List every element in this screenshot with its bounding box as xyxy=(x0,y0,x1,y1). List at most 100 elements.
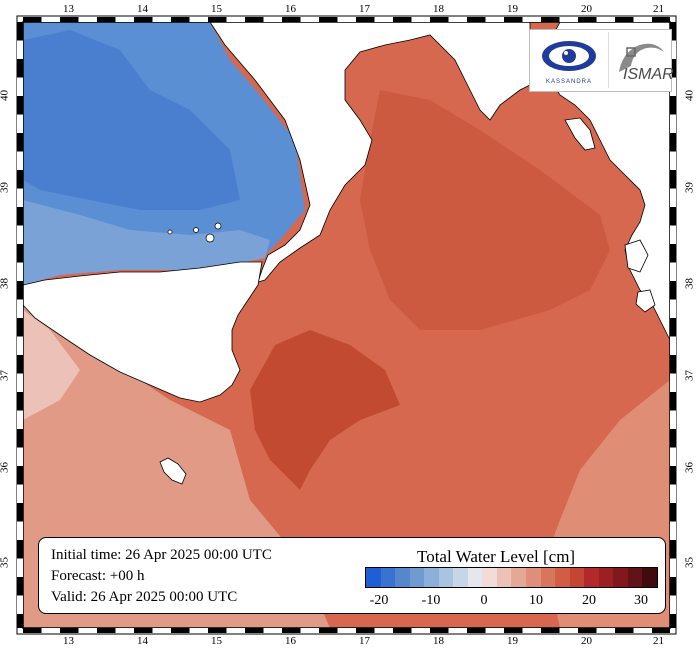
frame-segment xyxy=(319,628,338,633)
frame-segment xyxy=(17,336,23,355)
lon-label-bottom: 15 xyxy=(211,635,222,647)
frame-segment xyxy=(17,410,23,429)
frame-segment xyxy=(17,59,23,78)
frame-segment xyxy=(522,17,541,22)
frame-segment xyxy=(60,17,79,22)
frame-segment xyxy=(97,17,116,22)
legend-swatch xyxy=(438,568,454,587)
frame-segment xyxy=(17,22,23,41)
frame-segment xyxy=(504,17,523,22)
frame-segment xyxy=(670,133,676,152)
frame-segment xyxy=(670,336,676,355)
frame-segment xyxy=(245,17,264,22)
frame-segment xyxy=(17,262,23,281)
frame-segment xyxy=(670,299,676,318)
frame-segment xyxy=(596,17,615,22)
frame-segment xyxy=(17,281,23,300)
frame-segment xyxy=(670,22,676,41)
frame-segment xyxy=(17,225,23,244)
frame-segment xyxy=(226,628,245,633)
lat-label-right: 37 xyxy=(683,370,696,381)
frame-segment xyxy=(23,17,42,22)
frame-segment xyxy=(17,521,23,540)
frame-segment xyxy=(670,244,676,263)
frame-segment xyxy=(17,96,23,115)
frame-segment xyxy=(115,628,134,633)
ismar-logo-text: ISMAR xyxy=(623,66,674,83)
kassandra-logo-text: KASSANDRA xyxy=(546,79,593,85)
lon-label-bottom: 18 xyxy=(433,635,444,647)
legend-swatch xyxy=(642,568,657,587)
frame-segment xyxy=(17,355,23,374)
frame-segment xyxy=(17,299,23,318)
frame-segment xyxy=(17,429,23,448)
frame-segment xyxy=(208,628,227,633)
kassandra-eye-icon xyxy=(542,41,596,71)
frame-segment xyxy=(17,614,23,628)
lon-label-top: 19 xyxy=(507,3,518,15)
legend-swatch xyxy=(366,568,381,587)
frame-segment xyxy=(541,628,560,633)
lon-label-bottom: 19 xyxy=(507,635,518,647)
lat-label-right: 35 xyxy=(683,557,696,568)
land-aeolian-1 xyxy=(205,233,215,243)
lon-label-bottom: 17 xyxy=(359,635,370,647)
frame-segment xyxy=(41,628,60,633)
frame-segment xyxy=(300,628,319,633)
lat-label-left: 36 xyxy=(0,462,11,473)
frame-segment xyxy=(448,17,467,22)
frame-segment xyxy=(485,17,504,22)
frame-segment xyxy=(134,17,153,22)
frame-segment xyxy=(208,17,227,22)
legend-tick-label: 0 xyxy=(480,593,488,608)
lat-label-left: 35 xyxy=(0,557,11,568)
land-sicily xyxy=(22,261,263,403)
frame-segment xyxy=(670,151,676,170)
frame-segment xyxy=(411,17,430,22)
frame-segment xyxy=(17,318,23,337)
frame-segment xyxy=(17,577,23,596)
legend-tick-label: -20 xyxy=(369,593,389,608)
frame-segment xyxy=(670,281,676,300)
legend-swatch xyxy=(496,568,512,587)
lat-label-right: 39 xyxy=(683,182,696,193)
land-malta xyxy=(159,457,187,485)
frame-segment xyxy=(485,628,504,633)
frame-segment xyxy=(23,628,42,633)
frame-segment xyxy=(171,628,190,633)
legend-swatch xyxy=(453,568,468,587)
land-italy-west xyxy=(150,21,531,283)
legend-tick-label: -10 xyxy=(421,593,441,608)
ismar-wave-icon xyxy=(619,43,664,72)
max-level-area xyxy=(250,330,400,490)
frame-segment xyxy=(374,17,393,22)
lon-label-top: 16 xyxy=(285,3,296,15)
frame-segment xyxy=(670,170,676,189)
mid-positive-area xyxy=(360,90,610,330)
lon-label-bottom: 20 xyxy=(581,635,592,647)
lon-label-bottom: 21 xyxy=(653,635,664,647)
frame-segment xyxy=(393,17,412,22)
frame-segment xyxy=(670,40,676,59)
frame-segment xyxy=(670,77,676,96)
frame-segment xyxy=(670,577,676,596)
frame-segment xyxy=(17,484,23,503)
frame-segment xyxy=(17,188,23,207)
frame-segment xyxy=(78,17,97,22)
frame-segment xyxy=(152,628,171,633)
frame-segment xyxy=(670,503,676,522)
lon-label-top: 21 xyxy=(653,3,664,15)
land-aeolian-3 xyxy=(193,227,199,233)
legend-swatch xyxy=(482,568,497,587)
frame-segment xyxy=(615,628,634,633)
frame-segment xyxy=(263,628,282,633)
frame-segment xyxy=(467,17,486,22)
frame-segment xyxy=(670,540,676,559)
land-ustica xyxy=(167,229,173,235)
frame-segment xyxy=(504,628,523,633)
frame-segment xyxy=(17,595,23,614)
logo-panel: KASSANDRA ISMAR xyxy=(529,29,674,92)
frame-segment xyxy=(670,595,676,614)
frame-segment xyxy=(337,628,356,633)
frame-segment xyxy=(17,133,23,152)
